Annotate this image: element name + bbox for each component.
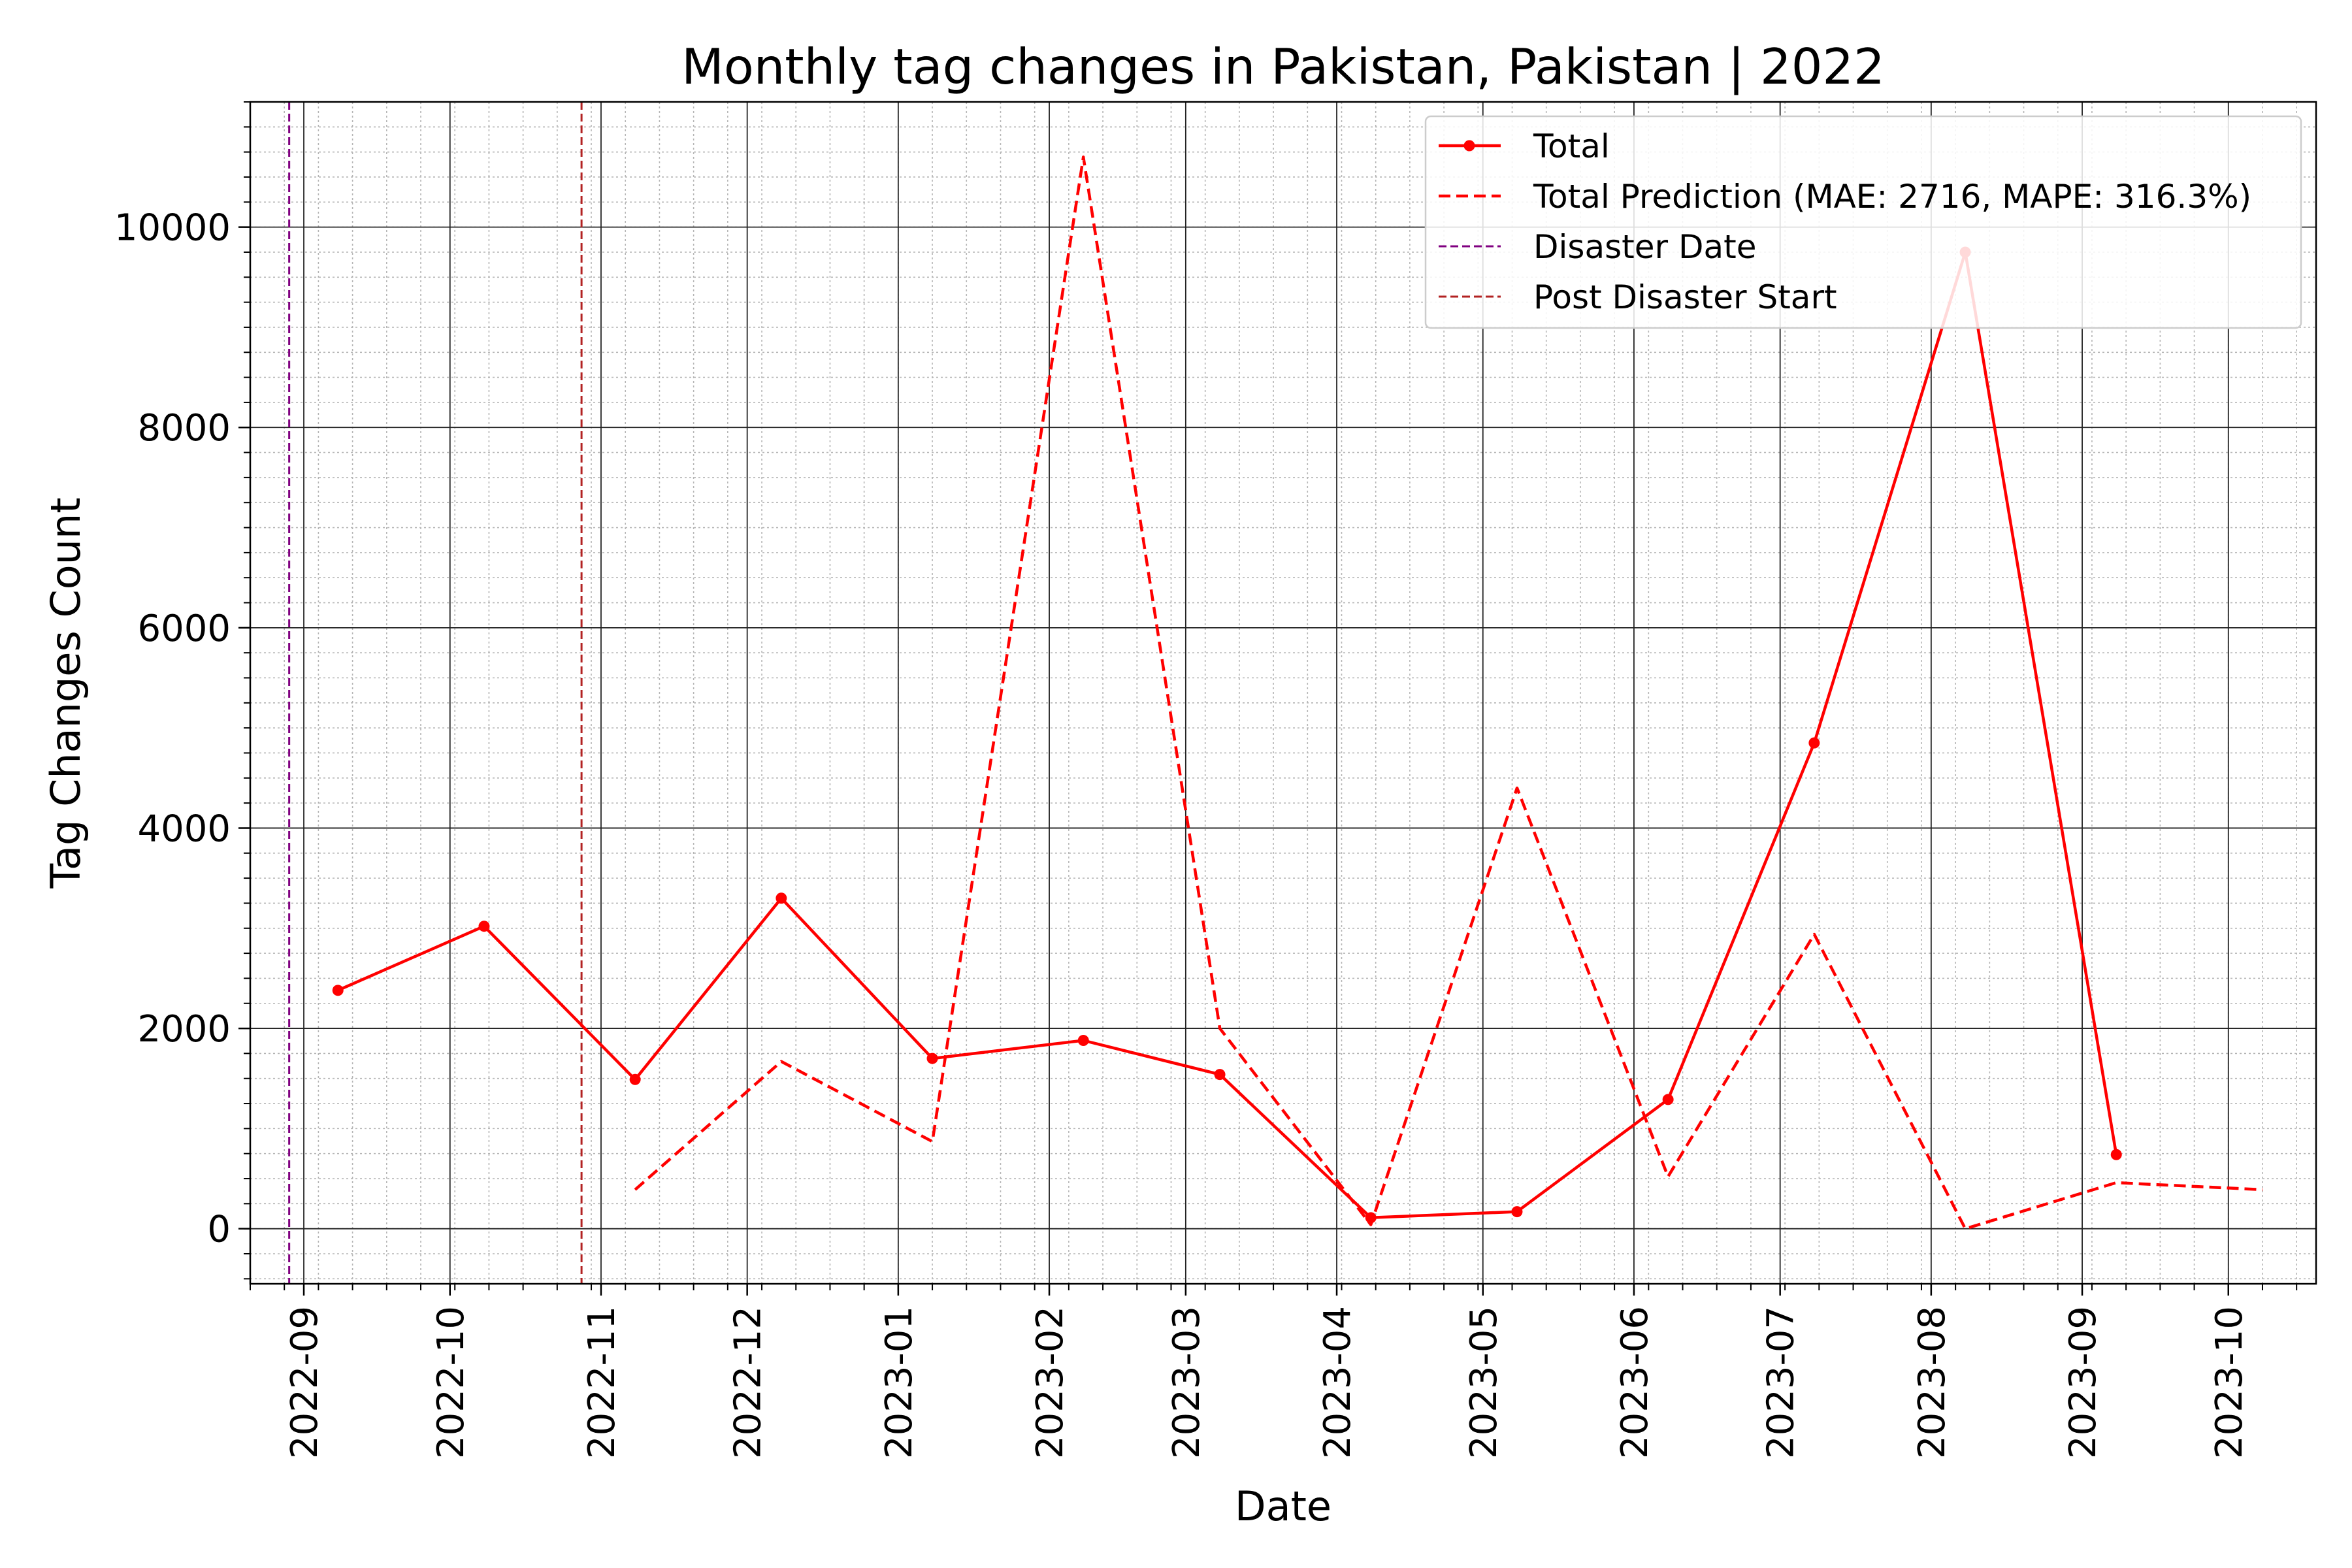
x-tick-label: 2023-06	[1614, 1306, 1656, 1459]
prediction-series-line	[634, 155, 2263, 1230]
y-axis-label: Tag Changes Count	[42, 497, 90, 889]
legend-label: Total	[1533, 127, 1610, 165]
x-tick-label: 2023-04	[1316, 1306, 1359, 1459]
y-tick-label: 8000	[137, 407, 231, 449]
legend-marker	[1463, 140, 1475, 152]
x-tick-label: 2023-02	[1029, 1306, 1071, 1459]
legend-label: Total Prediction (MAE: 2716, MAPE: 316.3…	[1533, 178, 2251, 216]
total-data-point	[776, 892, 787, 904]
legend-label: Disaster Date	[1533, 228, 1756, 266]
total-data-point	[332, 985, 344, 996]
x-tick-label: 2022-10	[430, 1306, 472, 1459]
x-tick-label: 2023-08	[1911, 1306, 1953, 1459]
y-tick-label: 0	[207, 1209, 231, 1251]
major-grid	[250, 102, 2316, 1284]
total-data-point	[2110, 1149, 2122, 1160]
y-axis-ticks: 0 2000 4000 6000 8000 10000	[114, 101, 250, 1280]
event-lines	[288, 102, 583, 1284]
total-data-point	[629, 1073, 641, 1085]
total-data-point	[1214, 1069, 1226, 1081]
series-layer	[332, 155, 2263, 1230]
y-tick-label: 10000	[114, 207, 231, 250]
x-axis-ticks: 2022-09 2022-10 2022-11 2022-12 2023-01 2023-…	[250, 1284, 2298, 1459]
chart-title: Monthly tag changes in Pakistan, Pakista…	[681, 38, 1885, 95]
x-tick-label: 2023-05	[1463, 1306, 1505, 1459]
total-data-point	[1511, 1206, 1523, 1218]
x-tick-label: 2022-11	[581, 1306, 623, 1459]
x-tick-label: 2023-10	[2208, 1306, 2251, 1459]
plot-frame	[249, 101, 2317, 1285]
y-tick-label: 4000	[137, 808, 231, 850]
total-data-point	[1077, 1034, 1089, 1046]
x-tick-label: 2022-12	[727, 1306, 770, 1459]
x-tick-label: 2023-09	[2062, 1306, 2104, 1459]
total-data-point	[1662, 1094, 1674, 1105]
x-tick-label: 2023-03	[1166, 1306, 1208, 1459]
legend: Total Total Prediction (MAE: 2716, MAPE: …	[1424, 115, 2302, 329]
total-data-point	[926, 1053, 938, 1064]
x-tick-label: 2023-01	[878, 1306, 921, 1459]
y-tick-label: 2000	[137, 1008, 231, 1051]
y-tick-label: 6000	[137, 608, 231, 650]
legend-box	[1424, 115, 2302, 329]
x-tick-label: 2023-07	[1760, 1306, 1803, 1459]
total-data-point	[1808, 737, 1820, 749]
legend-label: Post Disaster Start	[1533, 278, 1837, 316]
x-axis-label: Date	[1235, 1482, 1331, 1530]
total-data-point	[478, 921, 490, 932]
x-tick-label: 2022-09	[284, 1306, 326, 1459]
